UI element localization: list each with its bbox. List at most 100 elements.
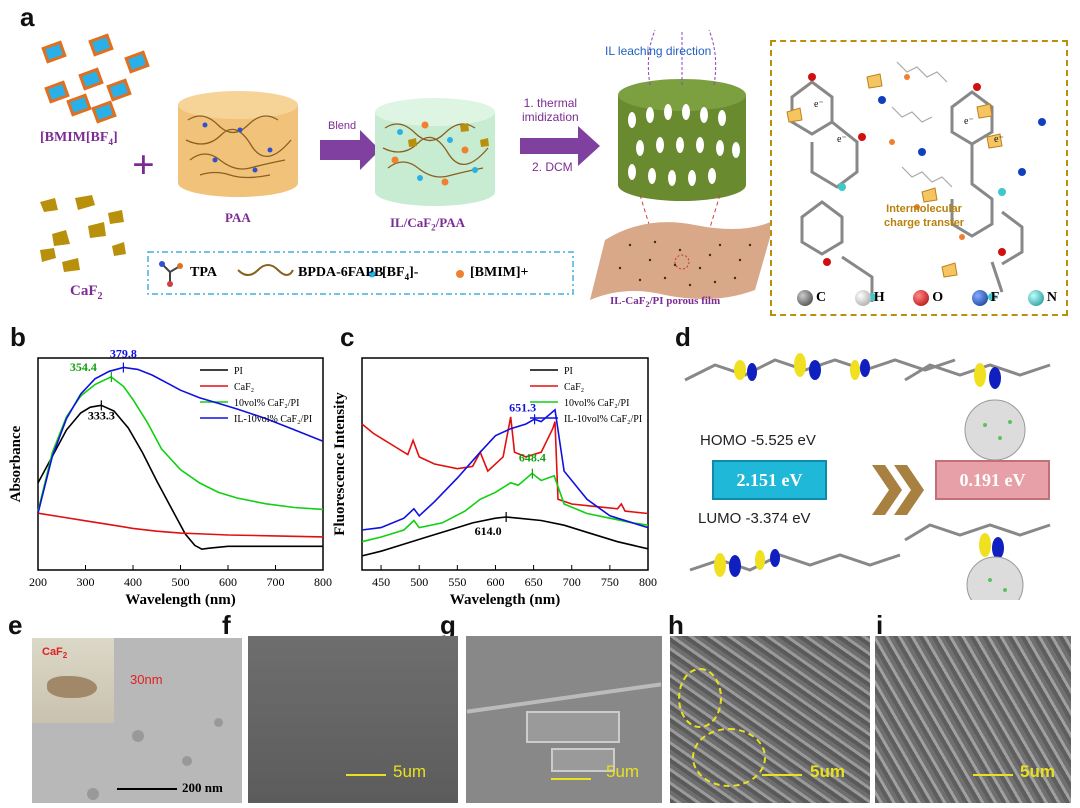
highlight-circle-2 xyxy=(692,728,766,787)
atom-n-label: N xyxy=(1046,290,1057,305)
tem-image: CaF2 30nm 200 nm xyxy=(32,638,242,803)
atom-h: H xyxy=(854,290,885,306)
annotation-label-2: 354.4 xyxy=(70,360,97,374)
caf2-particles xyxy=(40,195,126,272)
il-squares xyxy=(41,33,150,124)
panel-label-a: a xyxy=(20,2,35,32)
caf2-flake xyxy=(47,676,97,698)
annotation-label-3: 614.0 xyxy=(475,524,502,538)
atom-o: O xyxy=(913,290,943,306)
process-arrow xyxy=(520,126,600,166)
x-tick-label: 800 xyxy=(639,575,657,589)
bf4-dot xyxy=(368,270,376,278)
annotation-label-3: 333.3 xyxy=(88,408,115,422)
ict-label: Intermolecular charge transfer xyxy=(884,202,964,230)
il-caf2-paa-label: IL/CaF2/PAA xyxy=(390,215,466,233)
y-axis-label: Absorbance xyxy=(8,425,24,502)
x-tick-label: 500 xyxy=(172,575,190,589)
atom-n-ball xyxy=(1027,290,1044,306)
x-tick-label: 700 xyxy=(563,575,581,589)
panel-label-f: f xyxy=(222,610,231,640)
caf2-inset-label: CaF2 xyxy=(42,646,68,661)
legend-box xyxy=(147,251,574,295)
panel-label-b: b xyxy=(10,322,26,352)
scale-label-i: 5um xyxy=(1020,762,1055,781)
series-line-4 xyxy=(361,408,649,531)
blend-label: Blend xyxy=(328,120,357,132)
paa-cylinder xyxy=(178,91,298,197)
tem-particle-4 xyxy=(214,718,223,727)
tem-particle-3 xyxy=(87,788,99,800)
series-line-4 xyxy=(37,366,324,514)
scale-label-h: 5um xyxy=(810,762,845,781)
schematic-svg: + xyxy=(40,29,770,300)
scale-bar-h xyxy=(762,774,802,776)
panel-label-g: g xyxy=(440,610,456,640)
legend-label-1: PI xyxy=(234,366,243,377)
x-tick-label: 200 xyxy=(29,575,47,589)
panel-label-e: e xyxy=(8,610,23,640)
sem-image-i: 5um xyxy=(875,636,1071,803)
x-tick-label: 700 xyxy=(267,575,285,589)
series-line-1 xyxy=(37,404,323,551)
atom-c-ball xyxy=(797,290,813,306)
ict-line2: charge transfer xyxy=(884,217,965,229)
atom-c: C xyxy=(797,290,826,306)
surface-ridge-1 xyxy=(466,682,662,714)
series-line-1 xyxy=(361,516,649,557)
sem-image-h: 5um xyxy=(670,636,870,803)
scale-label-f: 5um xyxy=(393,762,427,781)
atom-h-label: H xyxy=(873,290,885,305)
x-tick-label: 450 xyxy=(372,575,390,589)
bpda-chain-icon xyxy=(237,264,294,276)
y-axis-label: Fluorescence Intensity xyxy=(332,392,348,536)
tem-particle-1 xyxy=(132,730,144,742)
caf2-label: CaF2 xyxy=(70,283,103,302)
scale-bar-g xyxy=(551,778,591,780)
annotation-label-1: 379.8 xyxy=(110,346,137,360)
gap-value-2: 0.191 eV xyxy=(959,469,1026,490)
series-line-2 xyxy=(361,416,649,515)
x-tick-label: 800 xyxy=(314,575,332,589)
step2-label: 2. DCM xyxy=(532,160,573,174)
x-axis-label: Wavelength (nm) xyxy=(450,592,560,608)
legend-label-4: IL-10vol% CaF₂/PI xyxy=(564,414,642,425)
legend-label-3: 10vol% CaF₂/PI xyxy=(234,398,299,409)
electron-label-1: e⁻ xyxy=(814,99,824,110)
step1-line1: 1. thermal xyxy=(523,96,578,110)
x-tick-label: 600 xyxy=(219,575,237,589)
scale-bar-f xyxy=(346,774,386,776)
orbital-illustration xyxy=(684,353,1051,600)
x-tick-label: 600 xyxy=(486,575,504,589)
porous-film xyxy=(590,222,770,300)
panel-label-h: h xyxy=(668,610,684,640)
paa-label: PAA xyxy=(225,210,251,225)
il-label: [BMIM[BF4] xyxy=(40,130,118,147)
panel-label-c: c xyxy=(340,322,355,352)
absorbance-chart: 200 300 400 500 600 700 800 Wavelength (nm) Abso… xyxy=(8,346,332,608)
legend-label-2: CaF₂ xyxy=(564,382,584,393)
x-tick-label: 400 xyxy=(124,575,142,589)
legend-bpda: BPDA-6FAPB xyxy=(298,265,384,280)
gap-box-2: 0.191 eV xyxy=(935,460,1050,500)
sem-image-g: 5um xyxy=(466,636,662,803)
sem-image-f: 5um xyxy=(248,636,458,803)
leaching-label: IL leaching direction xyxy=(605,44,712,58)
legend-tpa: TPA xyxy=(190,265,217,280)
double-chevron-icon xyxy=(872,465,924,515)
plot-frame xyxy=(361,357,649,571)
atom-f-ball xyxy=(971,290,988,306)
legend-label-4: IL-10vol% CaF₂/PI xyxy=(234,414,312,425)
particle-size-label: 30nm xyxy=(130,672,163,687)
x-tick-label: 650 xyxy=(525,575,543,589)
atom-c-label: C xyxy=(816,290,827,305)
gap-box-1: 2.151 eV xyxy=(712,460,827,500)
x-tick-label: 750 xyxy=(601,575,619,589)
legend-label-3: 10vol% CaF₂/PI xyxy=(564,398,629,409)
caf2-photo-inset: CaF2 xyxy=(32,638,114,723)
atom-f: F xyxy=(971,290,999,306)
series-line-2 xyxy=(37,512,324,538)
highlight-circle-1 xyxy=(678,668,722,728)
legend-bf4: [BF4]- xyxy=(382,265,419,282)
x-tick-label: 550 xyxy=(448,575,466,589)
